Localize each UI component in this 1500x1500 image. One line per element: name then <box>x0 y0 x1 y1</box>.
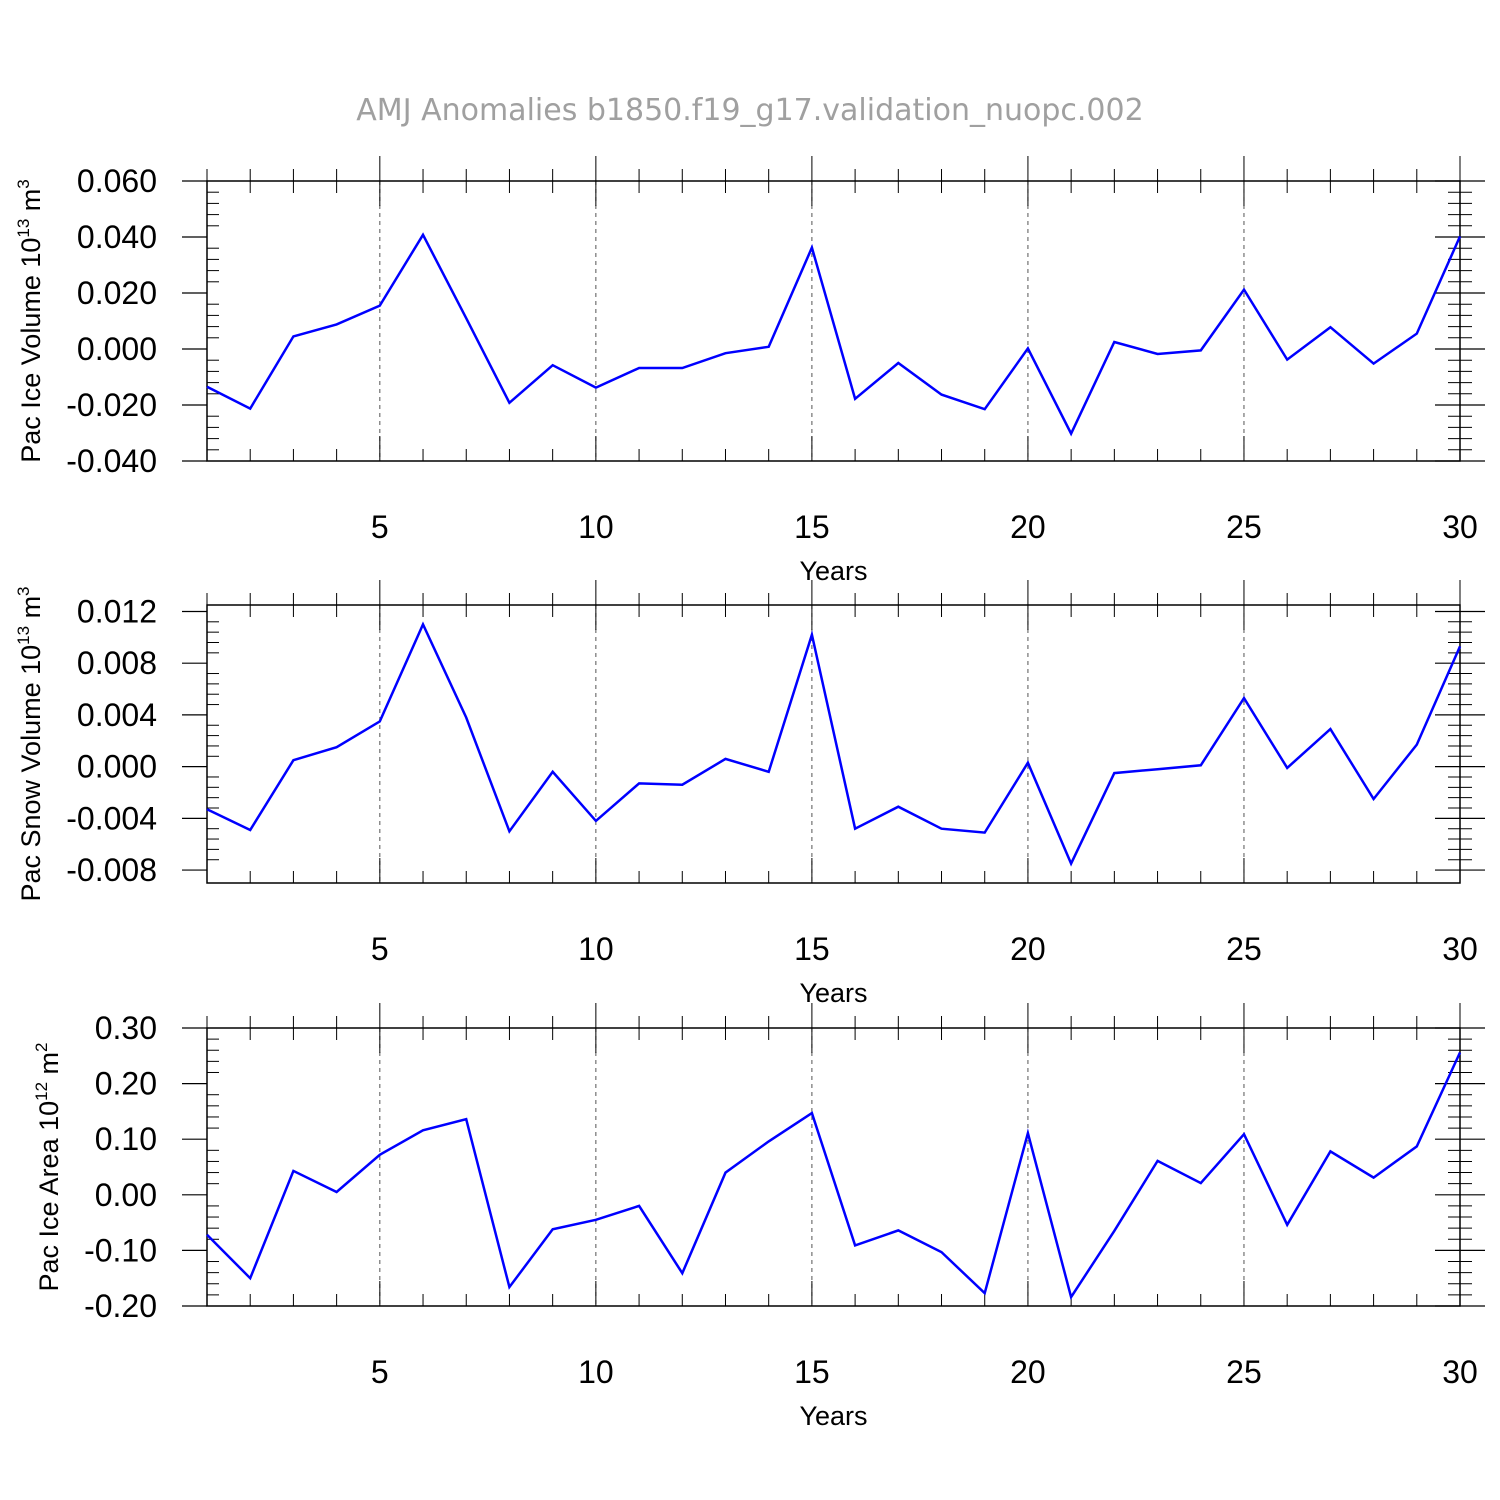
x-tick-label: 20 <box>1010 1354 1046 1390</box>
x-tick-label: 5 <box>371 931 389 967</box>
x-tick-label: 5 <box>371 509 389 545</box>
y-axis-label-unit: m <box>16 189 46 219</box>
plot-frame <box>206 180 1461 462</box>
x-tick-label: 25 <box>1226 931 1262 967</box>
y-axis-label: Pac Ice Area 1012 m2 <box>32 1042 64 1291</box>
y-tick-label: -0.20 <box>84 1288 157 1324</box>
x-tick-label: 10 <box>578 1354 614 1390</box>
data-series-line <box>206 232 1462 437</box>
x-tick-label: 30 <box>1442 1354 1478 1390</box>
y-tick-label: 0.30 <box>95 1010 157 1046</box>
x-axis-label: Years <box>799 556 867 586</box>
y-tick-label: 0.20 <box>95 1066 157 1102</box>
y-axis-label-main: Pac Snow Volume 10 <box>16 645 46 902</box>
y-tick-label: -0.10 <box>84 1232 157 1268</box>
x-tick-label: 20 <box>1010 509 1046 545</box>
y-axis-label-exponent: 12 <box>32 1082 51 1101</box>
x-tick-label: 30 <box>1442 509 1478 545</box>
y-tick-label: 0.000 <box>77 749 157 785</box>
y-tick-label: 0.000 <box>77 331 157 367</box>
x-tick-label: 25 <box>1226 509 1262 545</box>
snow-volume-panel: -0.008 -0.004 0.000 0.004 0.008 0.012 5 10 15 20 2… <box>14 580 1485 1008</box>
x-tick-label: 15 <box>794 509 830 545</box>
y-axis-label-unit: m <box>34 1052 64 1082</box>
y-axis-label: Pac Ice Volume 1013 m3 <box>14 179 46 463</box>
y-tick-label: 0.012 <box>77 593 157 629</box>
y-axis-label-main: Pac Ice Volume 10 <box>16 238 46 463</box>
y-tick-label: 0.10 <box>95 1121 157 1157</box>
plot-frame <box>206 1027 1461 1307</box>
y-axis-label-exponent: 13 <box>14 626 33 645</box>
ice-area-panel: -0.20 -0.10 0.00 0.10 0.20 0.30 5 10 15 20 25 30 Yea… <box>32 1003 1485 1431</box>
y-tick-label: -0.004 <box>66 800 157 836</box>
y-axis-label-main: Pac Ice Area 10 <box>34 1101 64 1292</box>
x-tick-label: 10 <box>578 931 614 967</box>
y-tick-label: -0.020 <box>66 387 157 423</box>
x-tick-label: 15 <box>794 1354 830 1390</box>
x-tick-label: 10 <box>578 509 614 545</box>
y-axis-label-unit: m <box>16 596 46 626</box>
plot-frame <box>206 604 1461 884</box>
y-axis-label: Pac Snow Volume 1013 m3 <box>14 586 46 901</box>
y-tick-label: 0.008 <box>77 645 157 681</box>
y-tick-label: 0.060 <box>77 163 157 199</box>
x-tick-label: 5 <box>371 1354 389 1390</box>
y-axis-label-unit-exponent: 2 <box>32 1042 51 1051</box>
y-axis-label-exponent: 13 <box>14 219 33 238</box>
x-axis-label: Years <box>799 978 867 1008</box>
ice-volume-panel: -0.040 -0.020 0.000 0.020 0.040 0.060 5 10 15 20 2… <box>14 156 1485 586</box>
x-tick-label: 30 <box>1442 931 1478 967</box>
data-series-line <box>206 621 1462 867</box>
y-tick-label: -0.008 <box>66 852 157 888</box>
x-tick-label: 20 <box>1010 931 1046 967</box>
x-axis-label: Years <box>799 1401 867 1431</box>
y-axis-label-unit-exponent: 3 <box>14 179 33 188</box>
chart-title: AMJ Anomalies b1850.f19_g17.validation_n… <box>356 93 1143 128</box>
y-tick-label: 0.020 <box>77 275 157 311</box>
y-tick-label: 0.040 <box>77 219 157 255</box>
y-tick-label: 0.00 <box>95 1177 157 1213</box>
data-series-line <box>206 1051 1462 1301</box>
y-tick-label: 0.004 <box>77 697 157 733</box>
x-tick-label: 25 <box>1226 1354 1262 1390</box>
y-axis-label-unit-exponent: 3 <box>14 586 33 595</box>
y-tick-label: -0.040 <box>66 443 157 479</box>
x-tick-label: 15 <box>794 931 830 967</box>
